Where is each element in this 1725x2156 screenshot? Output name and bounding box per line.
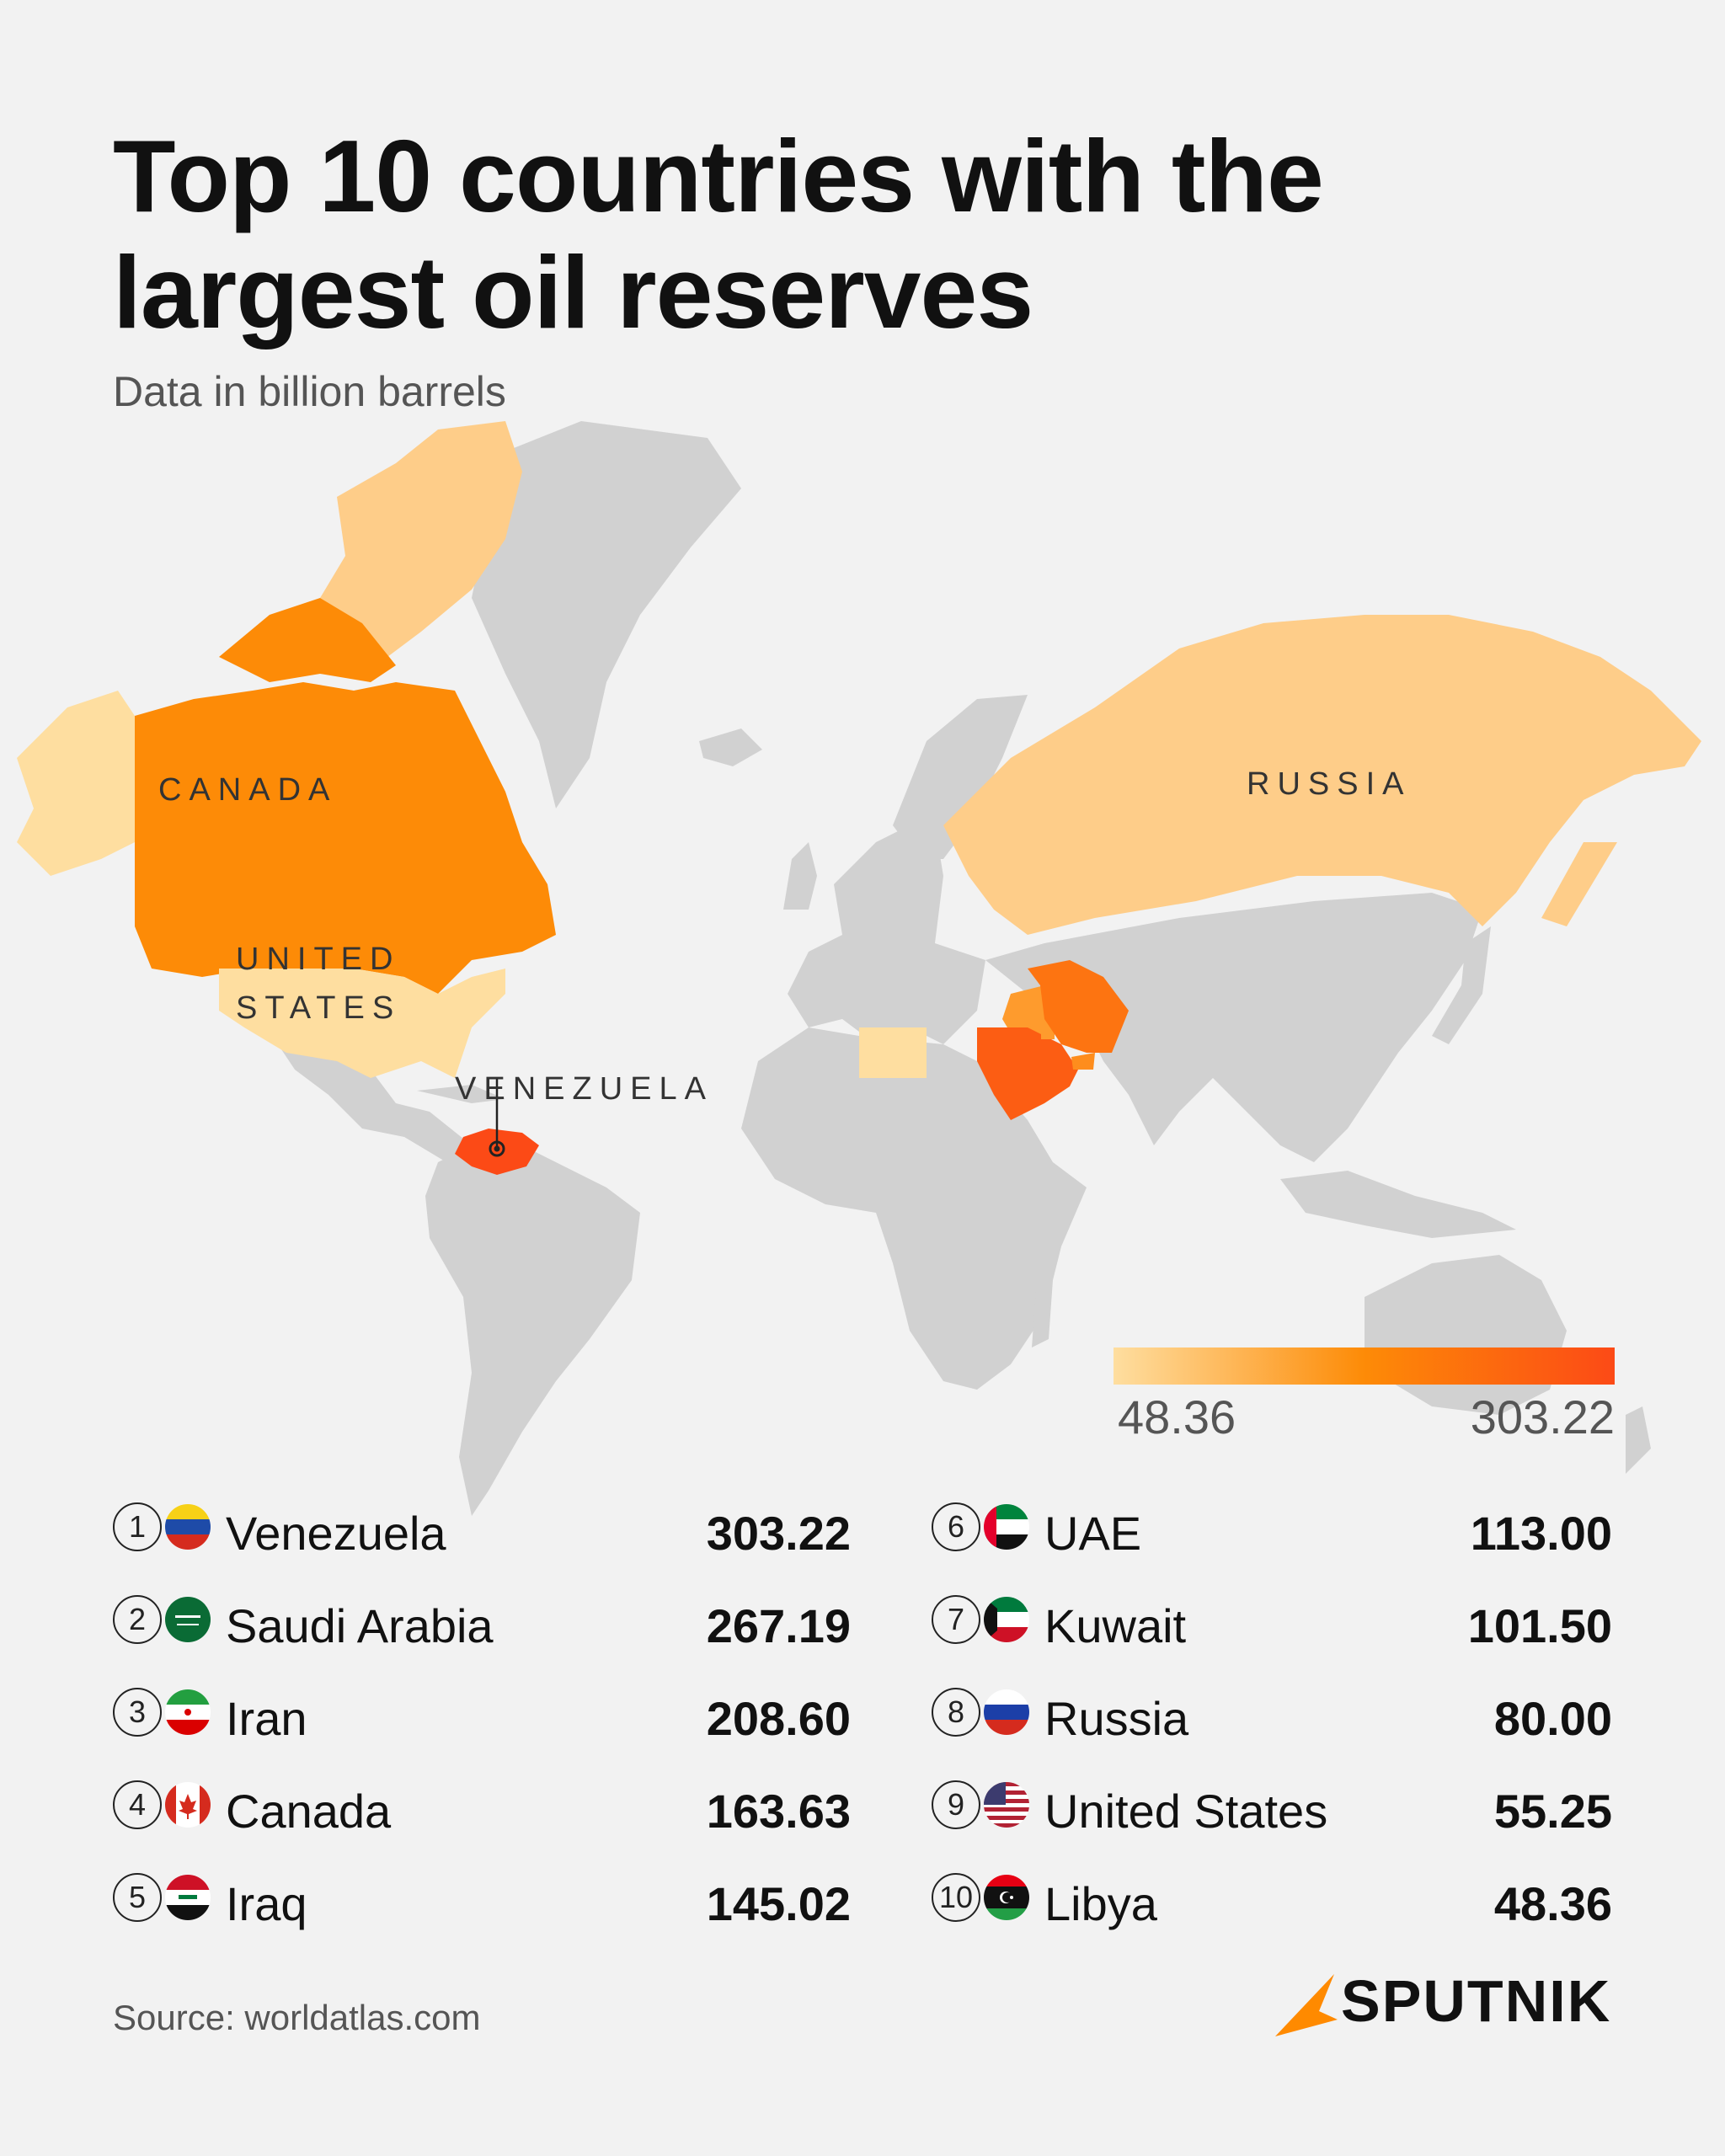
ranking-row-kuwait: 7 Kuwait 101.50 (932, 1593, 1612, 1652)
sputnik-logo-icon (1275, 1974, 1338, 2036)
uae-flag-icon (984, 1504, 1029, 1550)
asia-shape (985, 893, 1482, 1162)
country-name: Libya (1044, 1877, 1157, 1930)
ranking-list-right: 6 UAE 113.00 7 Kuwait 101.50 8 Russia 80.00 9 Unit… (932, 1501, 1612, 1964)
ranking-row-venezuela: 1 Venezuela 303.22 (113, 1501, 851, 1560)
brand-name: SPUTNIK (1341, 1968, 1612, 2034)
rank-badge: 8 (932, 1688, 980, 1737)
ranking-row-russia: 8 Russia 80.00 (932, 1686, 1612, 1745)
iceland-shape (699, 728, 762, 766)
rank-badge: 1 (113, 1502, 162, 1551)
ranking-row-uae: 6 UAE 113.00 (932, 1501, 1612, 1560)
alaska-shape (17, 691, 135, 876)
ranking-list-left: 1 Venezuela 303.22 2 Saudi Arabia 267.19 3 Iran… (113, 1501, 851, 1964)
highlighted-countries (17, 421, 1701, 1175)
greenland-shape (472, 421, 741, 808)
legend-color-bar (1114, 1348, 1615, 1385)
rank-badge: 4 (113, 1780, 162, 1829)
reserve-value: 267.19 (706, 1599, 851, 1652)
united-states-flag-icon (984, 1782, 1029, 1828)
map-label-russia: RUSSIA (1247, 766, 1412, 802)
reserve-value: 113.00 (1470, 1507, 1612, 1560)
europe-shape (788, 825, 985, 1044)
reserve-value: 48.36 (1493, 1877, 1612, 1930)
rank-badge: 2 (113, 1595, 162, 1644)
africa-shape (741, 1027, 1087, 1390)
russia-far-east-shape (1541, 842, 1617, 926)
saudi-arabia-shape (977, 1027, 1078, 1120)
uae-shape (1071, 1053, 1095, 1070)
iran-shape (1028, 960, 1129, 1053)
saudi-arabia-flag-icon (165, 1597, 211, 1642)
country-name: Venezuela (226, 1507, 446, 1560)
venezuela-marker (489, 1078, 505, 1157)
reserve-value: 163.63 (706, 1785, 851, 1838)
map-label-canada: CANADA (158, 772, 338, 808)
reserve-value: 303.22 (706, 1507, 851, 1560)
iraq-flag-icon (165, 1875, 211, 1920)
venezuela-marker-dot (494, 1145, 500, 1152)
cuba-shape (417, 1085, 505, 1103)
venezuela-flag-icon (165, 1504, 211, 1550)
japan-shape (1432, 926, 1491, 1044)
southeast-asia-islands-shape (1280, 1171, 1516, 1238)
chart-subtitle: Data in billion barrels (113, 368, 506, 415)
canada-flag-icon (165, 1782, 211, 1828)
country-name: Kuwait (1044, 1599, 1187, 1652)
south-america-shape (425, 1145, 640, 1516)
rank-badge: 3 (113, 1688, 162, 1737)
scandinavia-shape (893, 695, 1028, 859)
reserve-value: 101.50 (1467, 1599, 1612, 1652)
reserve-value: 55.25 (1493, 1785, 1612, 1838)
ranking-row-libya: 10 Libya 48.36 (932, 1871, 1612, 1930)
source-note: Source: worldatlas.com (113, 1998, 481, 2037)
ranking-row-saudi-arabia: 2 Saudi Arabia 267.19 (113, 1593, 851, 1652)
country-name: United States (1044, 1785, 1328, 1838)
kuwait-flag-icon (984, 1597, 1029, 1642)
chart-title: Top 10 countries with the largest oil re… (113, 119, 1324, 350)
russia-flag-icon (984, 1689, 1029, 1735)
world-map (17, 421, 1701, 1516)
reserve-value: 80.00 (1493, 1692, 1612, 1745)
libya-flag-icon (984, 1875, 1029, 1920)
iran-flag-icon (165, 1689, 211, 1735)
ranking-row-iraq: 5 Iraq 145.02 (113, 1871, 851, 1930)
country-name: Iran (226, 1692, 307, 1745)
ranking-row-united-states: 9 United States 55.25 (932, 1779, 1612, 1838)
rank-badge: 9 (932, 1780, 980, 1829)
reserve-value: 145.02 (706, 1877, 851, 1930)
map-label-venezuela: VENEZUELA (455, 1071, 713, 1107)
map-label-us-line1: UNITED (236, 942, 401, 977)
uk-shape (783, 842, 817, 910)
new-zealand-shape (1626, 1406, 1651, 1474)
rank-badge: 7 (932, 1595, 980, 1644)
rank-badge: 6 (932, 1502, 980, 1551)
libya-shape (859, 1027, 927, 1078)
legend-min-label: 48.36 (1118, 1390, 1236, 1444)
canada-arctic-islands-shape (320, 421, 522, 657)
canada-shape (135, 682, 556, 994)
country-name: Saudi Arabia (226, 1599, 494, 1652)
reserve-value: 208.60 (706, 1692, 851, 1745)
ranking-row-canada: 4 Canada 163.63 (113, 1779, 851, 1838)
kuwait-shape (1041, 1027, 1055, 1039)
rank-badge: 5 (113, 1873, 162, 1922)
legend-max-label: 303.22 (1470, 1390, 1615, 1444)
rank-badge: 10 (932, 1873, 980, 1922)
map-label-us-line2: STATES (236, 990, 402, 1026)
united-states-shape (219, 969, 505, 1078)
madagascar-shape (1032, 1280, 1053, 1348)
canada-baffin-shape (219, 598, 396, 682)
map-background-land (261, 421, 1651, 1516)
country-name: Canada (226, 1785, 392, 1838)
country-name: UAE (1044, 1507, 1142, 1560)
russia-shape (943, 615, 1701, 935)
venezuela-marker-ring (489, 1140, 505, 1157)
country-name: Russia (1044, 1692, 1189, 1745)
central-america-shape (261, 1019, 497, 1179)
country-name: Iraq (226, 1877, 307, 1930)
ranking-row-iran: 3 Iran 208.60 (113, 1686, 851, 1745)
sputnik-logo-mark (1275, 1974, 1338, 2036)
